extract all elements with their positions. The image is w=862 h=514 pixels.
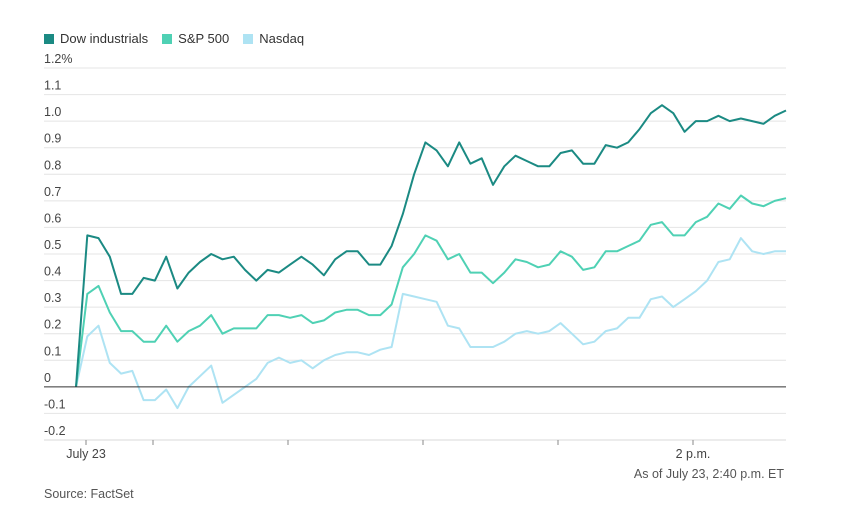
timestamp-note: As of July 23, 2:40 p.m. ET — [633, 467, 784, 481]
legend-swatch — [44, 33, 54, 44]
series-line-nasdaq — [75, 237, 786, 410]
y-tick-label: -0.2 — [44, 424, 66, 438]
legend-label: Nasdaq — [259, 31, 305, 46]
y-tick-label: 0.4 — [44, 265, 61, 279]
y-tick-label: 0.1 — [44, 344, 61, 358]
legend: Dow industrials S&P 500 Nasdaq — [44, 31, 304, 46]
y-tick-label: 0.2 — [44, 318, 61, 332]
legend-label: S&P 500 — [178, 31, 230, 46]
legend-item: Nasdaq — [243, 31, 304, 46]
series-line-dow-industrials — [75, 104, 787, 387]
y-tick-label: 1.1 — [44, 79, 61, 93]
legend-label: Dow industrials — [60, 31, 149, 46]
source-note: Source: FactSet — [44, 487, 134, 501]
y-tick-label: -0.1 — [44, 397, 66, 411]
y-tick-label: 0 — [44, 371, 51, 385]
legend-item: Dow industrials — [44, 31, 148, 46]
y-tick-label: 1.2% — [44, 52, 73, 66]
y-tick-label: 1.0 — [44, 105, 61, 119]
x-tick-label: 2 p.m. — [676, 447, 711, 461]
x-tick-label: July 23 — [66, 447, 106, 461]
series-line-s-p-500 — [75, 194, 787, 388]
legend-item: S&P 500 — [162, 31, 229, 46]
y-tick-label: 0.5 — [44, 238, 61, 252]
y-tick-label: 0.7 — [44, 185, 61, 199]
y-tick-label: 0.9 — [44, 132, 61, 146]
legend-swatch — [243, 33, 254, 44]
y-tick-label: 0.3 — [44, 291, 61, 305]
y-tick-label: 0.8 — [44, 158, 61, 172]
legend-swatch — [162, 33, 173, 44]
y-tick-label: 0.6 — [44, 211, 61, 225]
